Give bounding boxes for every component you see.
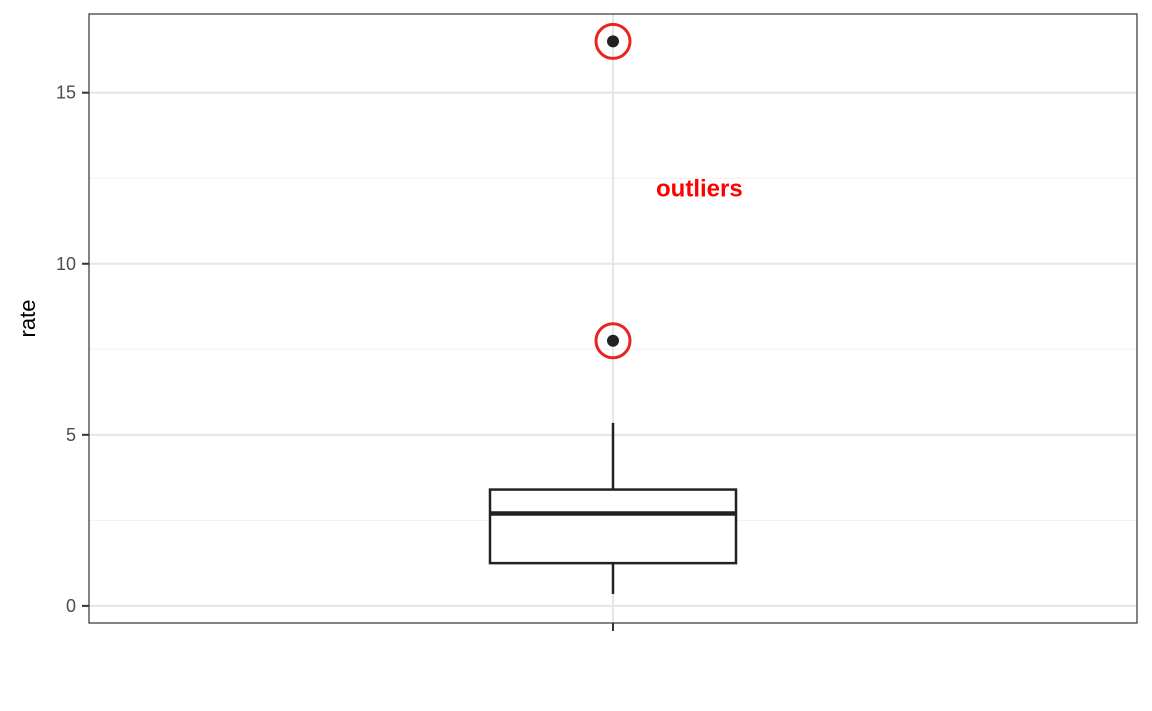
outliers	[594, 22, 632, 360]
outlier-point	[607, 35, 619, 48]
y-tick-label: 15	[56, 83, 76, 103]
y-tick-label: 10	[56, 254, 76, 274]
outlier-highlight-circle	[594, 322, 632, 360]
box-iqr	[488, 488, 738, 565]
y-axis-tick-labels: 0 5 10 15	[56, 83, 76, 616]
outlier-point	[607, 334, 619, 347]
y-tick-label: 5	[66, 425, 76, 445]
y-axis-ticks	[82, 91, 89, 607]
outlier-highlight-circle	[594, 22, 632, 60]
y-tick-label: 0	[66, 596, 76, 616]
y-axis-title: rate	[15, 300, 40, 338]
boxplot	[488, 422, 738, 594]
outliers-annotation: outliers	[656, 175, 743, 202]
